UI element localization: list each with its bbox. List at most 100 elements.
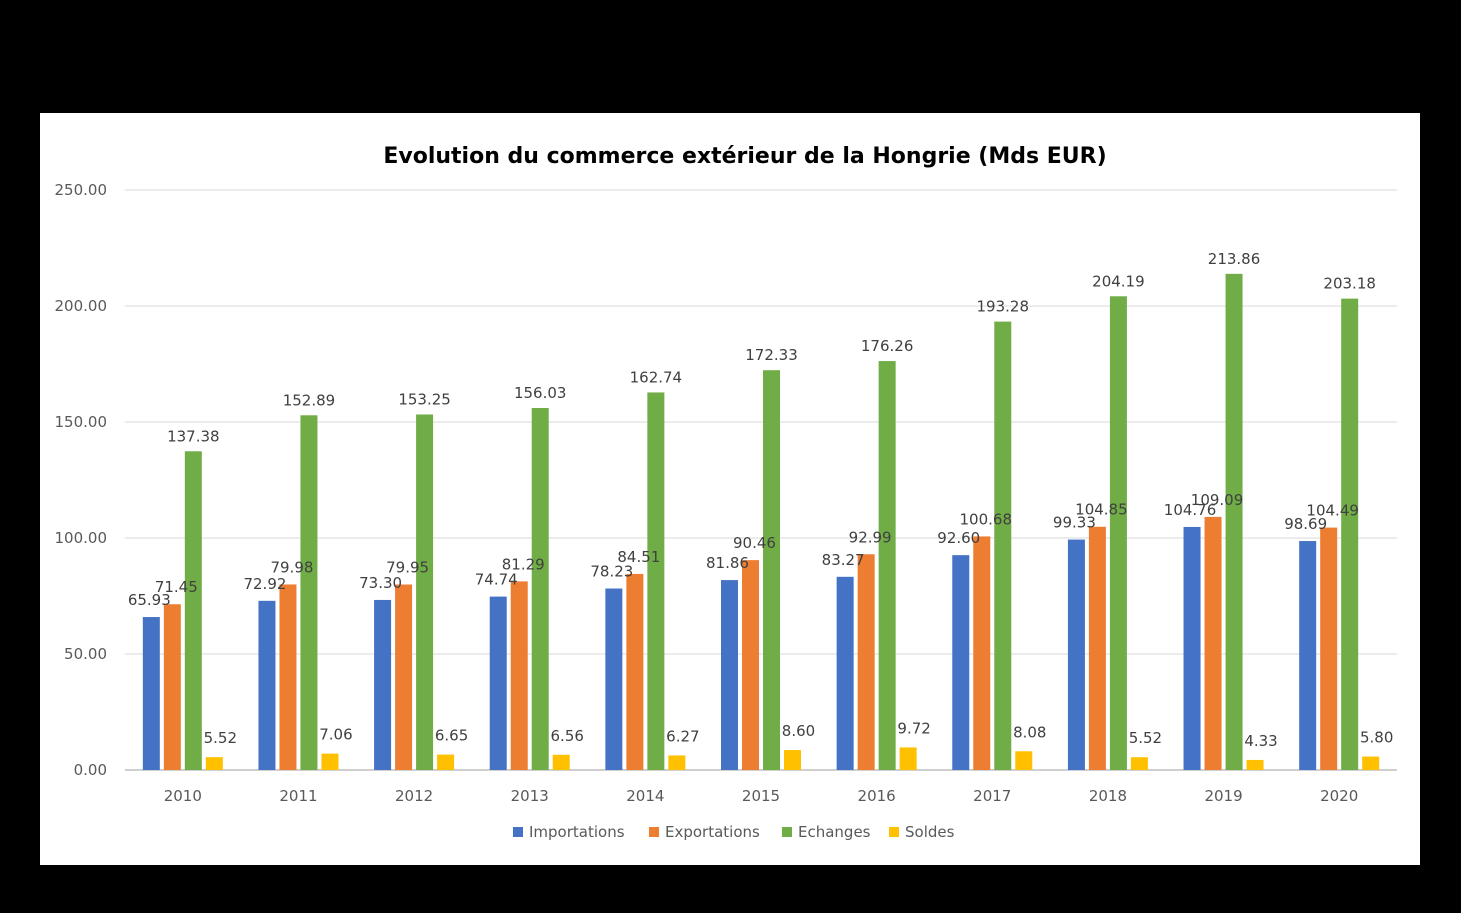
- data-label-echanges-2014: 162.74: [630, 368, 683, 386]
- data-label-exportations-2020: 104.49: [1306, 502, 1359, 520]
- data-label-exportations-2015: 90.46: [733, 534, 776, 552]
- bar-echanges-2010: [184, 451, 202, 770]
- data-label-exportations-2017: 100.68: [960, 510, 1013, 528]
- x-tick-label: 2012: [395, 787, 433, 805]
- legend-label-importations: Importations: [529, 823, 625, 841]
- bar-importations-2014: [605, 588, 623, 770]
- bar-soldes-2015: [784, 750, 801, 770]
- legend-swatch-exportations: [649, 827, 659, 837]
- x-tick-label: 2014: [626, 787, 664, 805]
- bar-importations-2019: [1183, 526, 1201, 770]
- data-label-importations-2013: 74.74: [475, 571, 518, 589]
- data-label-exportations-2013: 81.29: [502, 555, 545, 573]
- bar-echanges-2017: [994, 321, 1012, 770]
- bar-exportations-2015: [742, 560, 759, 770]
- x-tick-label: 2018: [1089, 787, 1127, 805]
- data-label-importations-2015: 81.86: [706, 554, 749, 572]
- bar-soldes-2020: [1362, 756, 1380, 770]
- bar-importations-2015: [721, 580, 738, 770]
- bar-soldes-2016: [899, 747, 917, 770]
- bar-soldes-2017: [1015, 751, 1033, 770]
- bar-importations-2018: [1067, 539, 1085, 770]
- data-label-exportations-2019: 109.09: [1191, 491, 1244, 509]
- data-label-soldes-2019: 4.33: [1244, 732, 1277, 750]
- data-label-importations-2018: 99.33: [1053, 514, 1096, 532]
- bar-echanges-2011: [300, 415, 318, 770]
- data-label-importations-2011: 72.92: [243, 575, 286, 593]
- data-label-echanges-2015: 172.33: [745, 346, 798, 364]
- bar-exportations-2020: [1320, 527, 1338, 770]
- legend-swatch-importations: [513, 827, 523, 837]
- data-label-exportations-2012: 79.95: [386, 559, 429, 577]
- bar-echanges-2019: [1225, 273, 1243, 770]
- x-tick-label: 2011: [279, 787, 317, 805]
- bar-exportations-2019: [1204, 516, 1222, 770]
- data-label-soldes-2012: 6.65: [435, 727, 468, 745]
- data-label-echanges-2017: 193.28: [977, 298, 1030, 316]
- data-label-exportations-2011: 79.98: [270, 558, 313, 576]
- x-tick-label: 2010: [164, 787, 202, 805]
- y-axis-ticks: 0.00 50.00 100.00 150.00 200.00 250.00: [55, 181, 108, 779]
- bar-layer: [142, 273, 1380, 770]
- bar-importations-2011: [258, 600, 276, 770]
- legend-label-echanges: Echanges: [798, 823, 871, 841]
- bar-soldes-2013: [552, 754, 570, 770]
- data-label-echanges-2020: 203.18: [1323, 275, 1376, 293]
- bar-exportations-2013: [510, 581, 528, 770]
- legend: Importations Exportations Echanges Soldes: [513, 823, 955, 841]
- x-tick-label: 2013: [511, 787, 549, 805]
- data-label-soldes-2014: 6.27: [666, 727, 699, 745]
- data-label-echanges-2010: 137.38: [167, 427, 220, 445]
- bar-exportations-2010: [163, 604, 181, 770]
- bar-exportations-2014: [626, 573, 644, 770]
- data-label-soldes-2016: 9.72: [897, 719, 930, 737]
- x-tick-label: 2016: [858, 787, 896, 805]
- x-tick-label: 2020: [1320, 787, 1358, 805]
- data-label-importations-2020: 98.69: [1284, 515, 1327, 533]
- bar-importations-2013: [489, 596, 507, 770]
- bar-importations-2020: [1299, 541, 1317, 770]
- bar-soldes-2018: [1130, 757, 1148, 770]
- bar-exportations-2012: [395, 584, 413, 770]
- data-label-soldes-2015: 8.60: [782, 722, 815, 740]
- bar-importations-2010: [142, 617, 160, 770]
- bar-soldes-2011: [321, 753, 339, 770]
- data-label-exportations-2014: 84.51: [617, 548, 660, 566]
- chart-title: Evolution du commerce extérieur de la Ho…: [383, 144, 1106, 169]
- y-tick-label: 50.00: [64, 645, 107, 663]
- data-label-echanges-2018: 204.19: [1092, 272, 1145, 290]
- data-label-echanges-2016: 176.26: [861, 337, 914, 355]
- data-label-importations-2017: 92.60: [937, 529, 980, 547]
- x-tick-label: 2019: [1204, 787, 1242, 805]
- data-label-soldes-2010: 5.52: [204, 729, 237, 747]
- data-label-soldes-2013: 6.56: [551, 727, 584, 745]
- x-tick-label: 2015: [742, 787, 780, 805]
- bar-exportations-2011: [279, 584, 297, 770]
- data-label-echanges-2013: 156.03: [514, 384, 567, 402]
- data-label-echanges-2011: 152.89: [283, 391, 336, 409]
- legend-swatch-echanges: [782, 827, 792, 837]
- data-label-importations-2014: 78.23: [590, 563, 633, 581]
- bar-echanges-2016: [878, 361, 896, 770]
- y-tick-label: 150.00: [55, 413, 108, 431]
- x-axis-ticks: 2010 2011 2012 2013 2014 2015 2016 2017 2018 2019…: [164, 787, 1359, 805]
- legend-label-soldes: Soldes: [905, 823, 955, 841]
- bar-importations-2012: [374, 599, 392, 770]
- y-tick-label: 100.00: [55, 529, 108, 547]
- bar-soldes-2014: [668, 755, 686, 770]
- data-label-echanges-2012: 153.25: [398, 390, 451, 408]
- y-tick-label: 0.00: [74, 761, 107, 779]
- x-tick-label: 2017: [973, 787, 1011, 805]
- bar-echanges-2014: [647, 392, 665, 770]
- data-label-soldes-2017: 8.08: [1013, 723, 1046, 741]
- data-label-soldes-2018: 5.52: [1129, 729, 1162, 747]
- data-label-echanges-2019: 213.86: [1208, 250, 1261, 268]
- bar-importations-2016: [836, 576, 854, 770]
- bar-echanges-2015: [763, 370, 780, 770]
- bar-echanges-2020: [1341, 298, 1359, 770]
- chart-card: Evolution du commerce extérieur de la Ho…: [40, 113, 1420, 865]
- bar-exportations-2018: [1088, 526, 1106, 770]
- bar-exportations-2017: [973, 536, 991, 770]
- y-tick-label: 250.00: [55, 181, 108, 199]
